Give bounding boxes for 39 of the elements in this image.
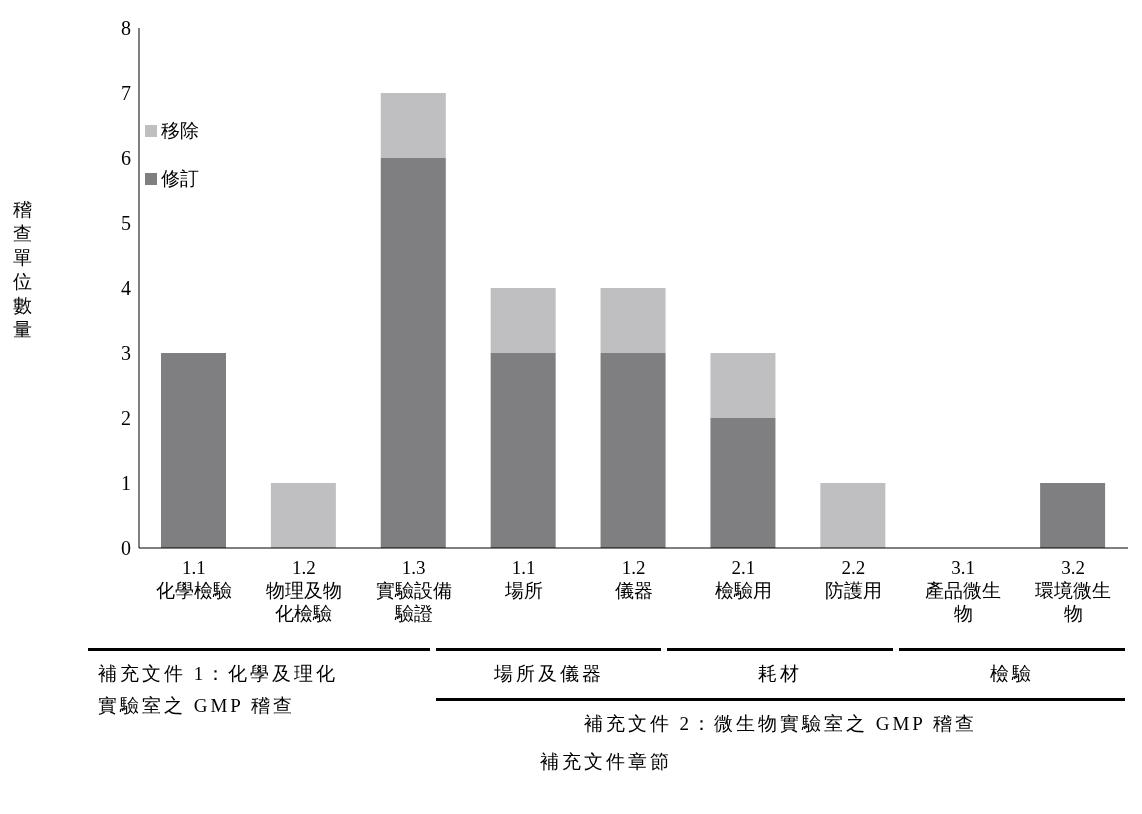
- x-tick-label: 1.2 儀器: [614, 557, 653, 601]
- y-tick-label: 7: [121, 82, 131, 105]
- text: 檢驗: [989, 662, 1036, 686]
- y-tick-label: 3: [121, 342, 131, 365]
- legend-label: 移除: [161, 119, 199, 143]
- bar: [1040, 483, 1106, 548]
- bar: [820, 483, 886, 548]
- y-tick-label: 5: [121, 212, 131, 235]
- x-tick-label: 1.2 物理及物化檢驗: [265, 557, 342, 624]
- text: 補充文件 2：微生物實驗室之 GMP 稽查: [582, 712, 978, 736]
- bar: [710, 418, 776, 548]
- bar: [380, 93, 446, 158]
- y-tick-label: 2: [121, 407, 131, 430]
- bar: [490, 288, 556, 353]
- bar: [380, 158, 446, 548]
- x-tick-label: 1.3 實驗設備驗證: [375, 557, 452, 624]
- y-tick-label: 4: [121, 277, 131, 300]
- x-tick-label: 1.1 場所: [503, 557, 543, 601]
- text: 補充文件 1：化學及理化實驗室之 GMP 稽查: [97, 662, 340, 718]
- x-tick-label: 3.1 產品微生物: [925, 557, 1002, 624]
- x-tick-label: 2.1 檢驗用: [714, 557, 772, 601]
- y-tick-label: 6: [121, 147, 131, 170]
- y-tick-label: 8: [121, 17, 131, 40]
- y-tick-label: 0: [121, 537, 131, 560]
- text: 補充文件章節: [539, 750, 674, 774]
- text: 耗材: [757, 662, 804, 686]
- text: 場所及儀器: [492, 662, 605, 686]
- x-tick-label: 1.1 化學檢驗: [155, 557, 232, 601]
- bar: [490, 353, 556, 548]
- y-tick-label: 1: [121, 472, 131, 495]
- x-tick-label: 3.2 環境微生物: [1035, 557, 1112, 624]
- y-axis-title: 稽查單位數量: [12, 198, 32, 342]
- bar: [600, 353, 666, 548]
- legend-label: 修訂: [161, 167, 199, 191]
- bar: [161, 353, 226, 548]
- bar: [710, 353, 776, 418]
- bar: [270, 483, 336, 548]
- bar: [600, 288, 666, 353]
- x-tick-label: 2.2 防護用: [824, 557, 882, 601]
